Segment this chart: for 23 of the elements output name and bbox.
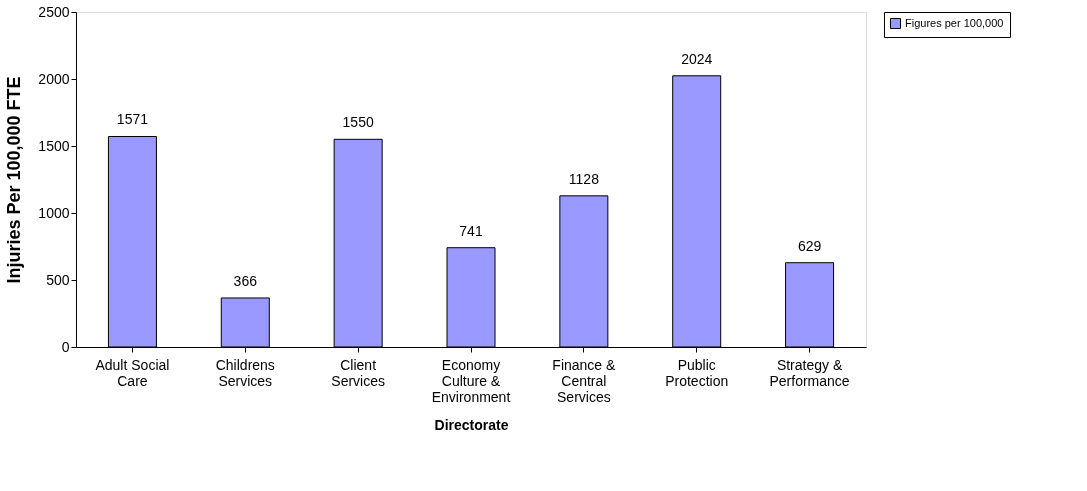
x-tick-label: Economy Culture & Environment	[431, 356, 511, 405]
y-tick-label: 1500	[38, 137, 70, 154]
x-tick-label: Client Services	[331, 356, 385, 389]
x-tick-label: Adult Social Care	[95, 356, 170, 389]
data-label: 1571	[116, 111, 149, 128]
x-tick-label: Strategy & Performance	[769, 356, 850, 389]
data-label: 2024	[681, 50, 713, 67]
legend-label: Figures per 100,000	[905, 16, 1004, 29]
y-tick-label: 2500	[38, 3, 70, 20]
x-tick-label: Finance & Central Services	[552, 356, 617, 405]
y-tick-label: 500	[46, 271, 70, 288]
x-tick-label: Childrens Services	[215, 356, 275, 389]
data-label: 1550	[342, 114, 374, 131]
data-label: 741	[459, 222, 483, 239]
y-tick-label: 1000	[38, 204, 70, 221]
y-tick-label: 2000	[38, 70, 70, 87]
data-label: 1128	[568, 170, 600, 187]
data-label: 366	[233, 272, 258, 289]
x-tick-label: Public Protection	[665, 356, 729, 389]
y-tick-label: 0	[61, 338, 70, 355]
y-axis-title: Injuries Per 100,000 FTE	[4, 76, 25, 284]
x-axis-title: Directorate	[434, 416, 509, 433]
data-label: 629	[797, 237, 822, 254]
